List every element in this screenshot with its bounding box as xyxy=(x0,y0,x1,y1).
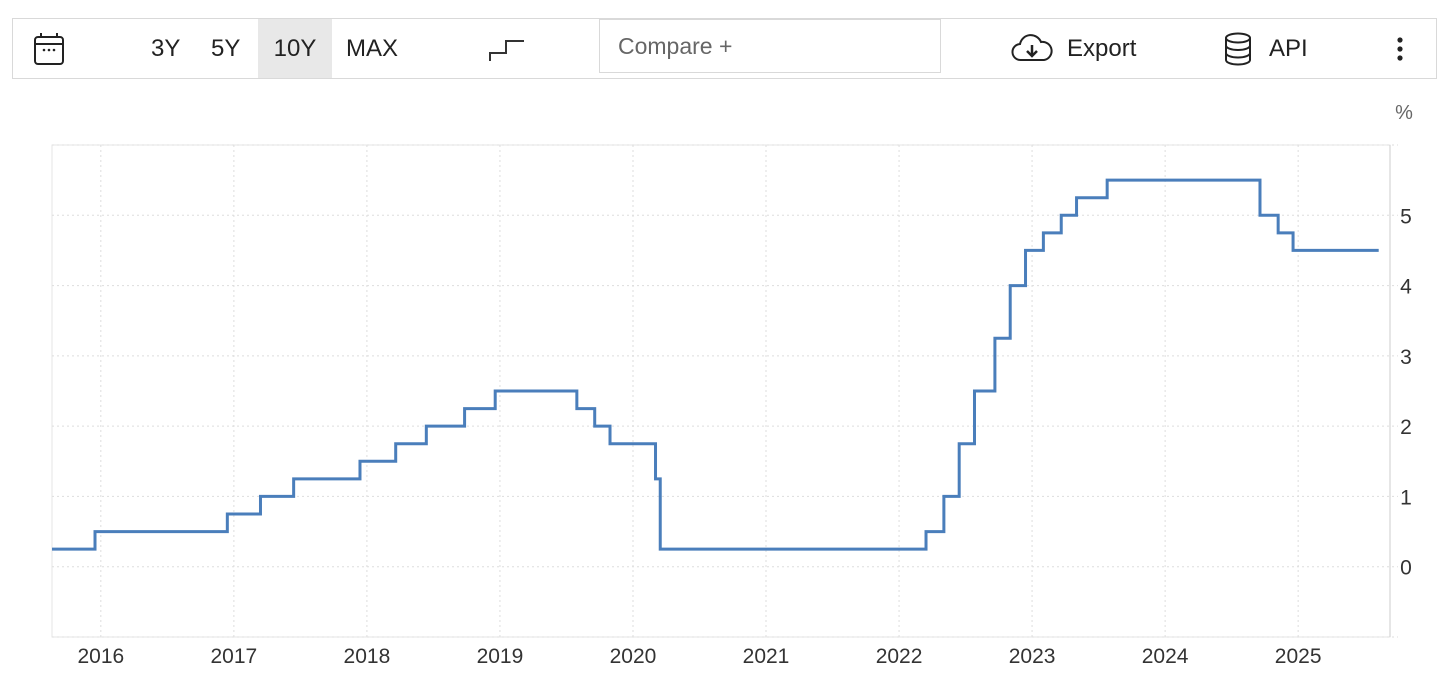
rate-series-line xyxy=(52,178,1379,551)
export-label: Export xyxy=(1067,34,1137,62)
database-icon xyxy=(1225,32,1251,65)
cloud-download-icon xyxy=(1011,33,1053,61)
x-tick-label: 2023 xyxy=(1009,645,1056,668)
x-tick-label: 2022 xyxy=(876,645,923,668)
range-3y-button[interactable]: 3Y xyxy=(151,34,181,62)
x-tick-label: 2017 xyxy=(211,645,258,668)
calendar-icon xyxy=(34,32,64,65)
y-tick-label: 1 xyxy=(1400,486,1412,509)
x-tick-label: 2024 xyxy=(1142,645,1189,668)
x-tick-label: 2019 xyxy=(477,645,524,668)
chart-toolbar: 3Y 5Y 10Y MAX Compare + Export API xyxy=(12,18,1437,79)
x-tick-label: 2018 xyxy=(344,645,391,668)
api-label: API xyxy=(1269,34,1308,62)
x-tick-label: 2025 xyxy=(1275,645,1322,668)
y-tick-label: 0 xyxy=(1400,557,1412,580)
y-axis-unit: % xyxy=(1395,102,1413,124)
export-button[interactable]: Export xyxy=(1011,19,1136,78)
step-line-icon xyxy=(489,39,524,61)
y-tick-label: 2 xyxy=(1400,416,1412,439)
x-tick-label: 2016 xyxy=(77,645,124,668)
chart-type-button[interactable] xyxy=(488,19,526,78)
y-tick-label: 4 xyxy=(1400,276,1412,299)
more-vertical-icon xyxy=(1397,36,1403,61)
range-max-button[interactable]: MAX xyxy=(346,34,399,62)
y-tick-label: 5 xyxy=(1400,205,1412,228)
compare-input[interactable]: Compare + xyxy=(599,19,941,73)
x-tick-label: 2020 xyxy=(610,645,657,668)
calendar-button[interactable] xyxy=(33,19,65,78)
plot-area-border xyxy=(51,144,1391,638)
range-5y-button[interactable]: 5Y xyxy=(211,34,241,62)
range-10y-button[interactable]: 10Y xyxy=(258,19,332,78)
more-menu-button[interactable] xyxy=(1395,19,1405,78)
y-tick-label: 3 xyxy=(1400,346,1412,369)
x-tick-label: 2021 xyxy=(743,645,790,668)
api-button[interactable]: API xyxy=(1223,19,1308,78)
